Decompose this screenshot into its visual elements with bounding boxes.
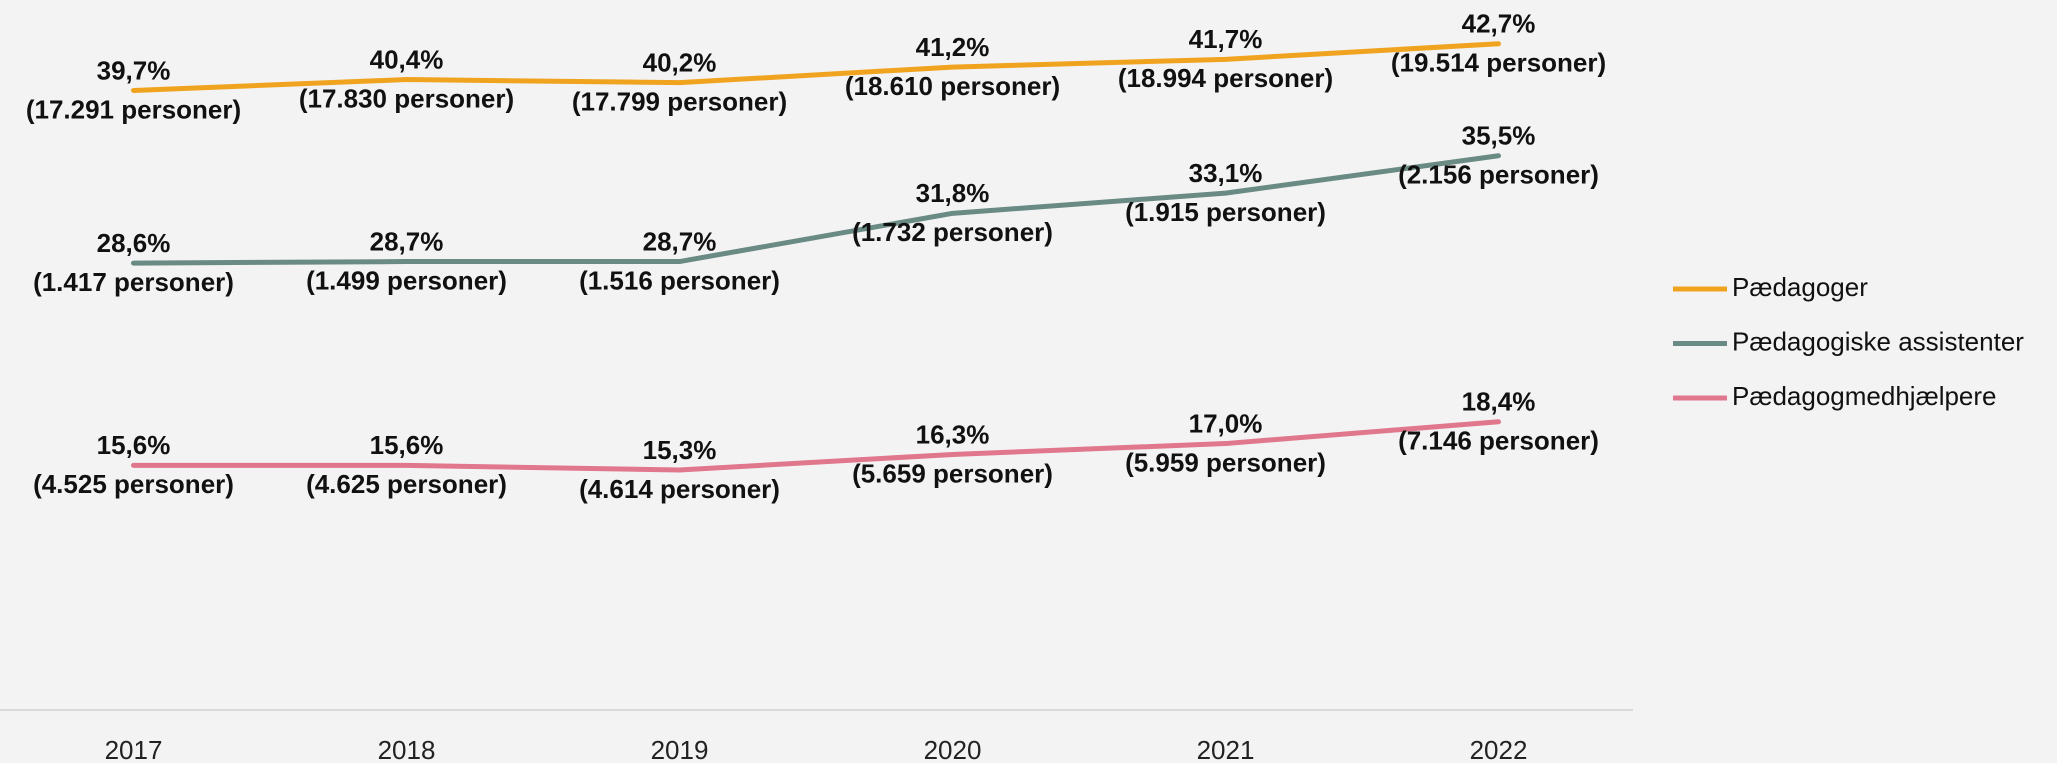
series-line	[131, 419, 1501, 473]
persons-label: (1.915 personer)	[1125, 197, 1326, 227]
persons-label: (4.625 personer)	[306, 469, 507, 499]
series-line	[131, 41, 1501, 93]
legend-label: Pædagogiske assistenter	[1732, 326, 2024, 356]
data-label: 16,3%	[916, 419, 990, 449]
data-label: 15,6%	[97, 430, 171, 460]
persons-label: (17.799 personer)	[572, 87, 787, 117]
x-tick-label: 2021	[1197, 735, 1255, 763]
persons-label: (4.614 personer)	[579, 474, 780, 504]
persons-label: (17.830 personer)	[299, 83, 514, 113]
data-label: 28,7%	[370, 226, 444, 256]
data-label: 28,6%	[97, 228, 171, 258]
series-line	[131, 153, 1501, 266]
data-label: 35,5%	[1462, 121, 1536, 151]
persons-label: (2.156 personer)	[1398, 160, 1599, 190]
data-label: 39,7%	[97, 55, 171, 85]
x-tick-label: 2019	[651, 735, 709, 763]
persons-label: (4.525 personer)	[33, 469, 234, 499]
persons-label: (19.514 personer)	[1391, 48, 1606, 78]
persons-label: (18.610 personer)	[845, 71, 1060, 101]
persons-label: (5.959 personer)	[1125, 447, 1326, 477]
persons-label: (5.659 personer)	[852, 458, 1053, 488]
data-label: 33,1%	[1189, 158, 1263, 188]
data-label: 15,3%	[643, 435, 717, 465]
legend-label: Pædagogmedhjælpere	[1732, 381, 1997, 411]
data-label: 41,2%	[916, 32, 990, 62]
data-label: 18,4%	[1462, 387, 1536, 417]
persons-label: (7.146 personer)	[1398, 426, 1599, 456]
persons-label: (1.732 personer)	[852, 217, 1053, 247]
data-label: 42,7%	[1462, 9, 1536, 39]
persons-label: (1.417 personer)	[33, 267, 234, 297]
data-label: 31,8%	[916, 178, 990, 208]
x-tick-label: 2022	[1470, 735, 1528, 763]
persons-label: (18.994 personer)	[1118, 63, 1333, 93]
legend-label: Pædagoger	[1732, 272, 1868, 302]
data-label: 40,4%	[370, 44, 444, 74]
persons-label: (17.291 personer)	[26, 94, 241, 124]
data-label: 40,2%	[643, 48, 717, 78]
data-label: 28,7%	[643, 226, 717, 256]
x-tick-label: 2018	[378, 735, 436, 763]
data-label: 41,7%	[1189, 24, 1263, 54]
x-tick-label: 2017	[105, 735, 163, 763]
persons-label: (1.516 personer)	[579, 265, 780, 295]
x-tick-label: 2020	[924, 735, 982, 763]
data-label: 17,0%	[1189, 408, 1263, 438]
persons-label: (1.499 personer)	[306, 265, 507, 295]
data-label: 15,6%	[370, 430, 444, 460]
